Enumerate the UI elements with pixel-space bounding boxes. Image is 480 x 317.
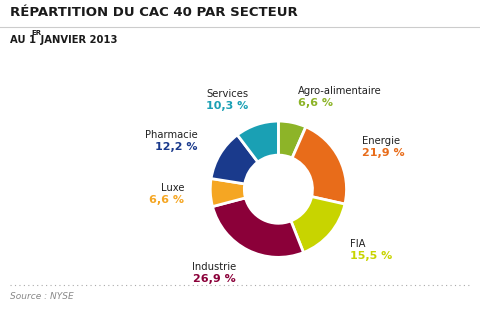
Text: 10,3 %: 10,3 % (206, 101, 249, 111)
Wedge shape (213, 198, 303, 257)
Text: Luxe: Luxe (161, 183, 184, 193)
Wedge shape (210, 178, 245, 207)
Text: 26,9 %: 26,9 % (193, 274, 236, 284)
Wedge shape (291, 197, 345, 253)
Text: Agro-alimentaire: Agro-alimentaire (298, 86, 382, 96)
Wedge shape (292, 127, 347, 204)
Text: 21,9 %: 21,9 % (362, 148, 405, 158)
Text: Services: Services (206, 89, 249, 99)
Text: Source : NYSE: Source : NYSE (10, 292, 73, 301)
Text: Industrie: Industrie (192, 262, 236, 272)
Text: Energie: Energie (362, 136, 400, 146)
Text: 6,6 %: 6,6 % (298, 98, 333, 108)
Text: ER: ER (31, 30, 41, 36)
Wedge shape (211, 135, 258, 184)
Text: Pharmacie: Pharmacie (145, 130, 198, 140)
Wedge shape (237, 121, 278, 162)
Wedge shape (278, 121, 306, 158)
Text: 12,2 %: 12,2 % (155, 142, 198, 152)
Text: 15,5 %: 15,5 % (350, 251, 392, 262)
Text: RÉPARTITION DU CAC 40 PAR SECTEUR: RÉPARTITION DU CAC 40 PAR SECTEUR (10, 6, 297, 19)
Text: FIA: FIA (350, 239, 365, 249)
Text: AU 1: AU 1 (10, 35, 36, 45)
Text: 6,6 %: 6,6 % (149, 195, 184, 205)
Text: JANVIER 2013: JANVIER 2013 (37, 35, 118, 45)
